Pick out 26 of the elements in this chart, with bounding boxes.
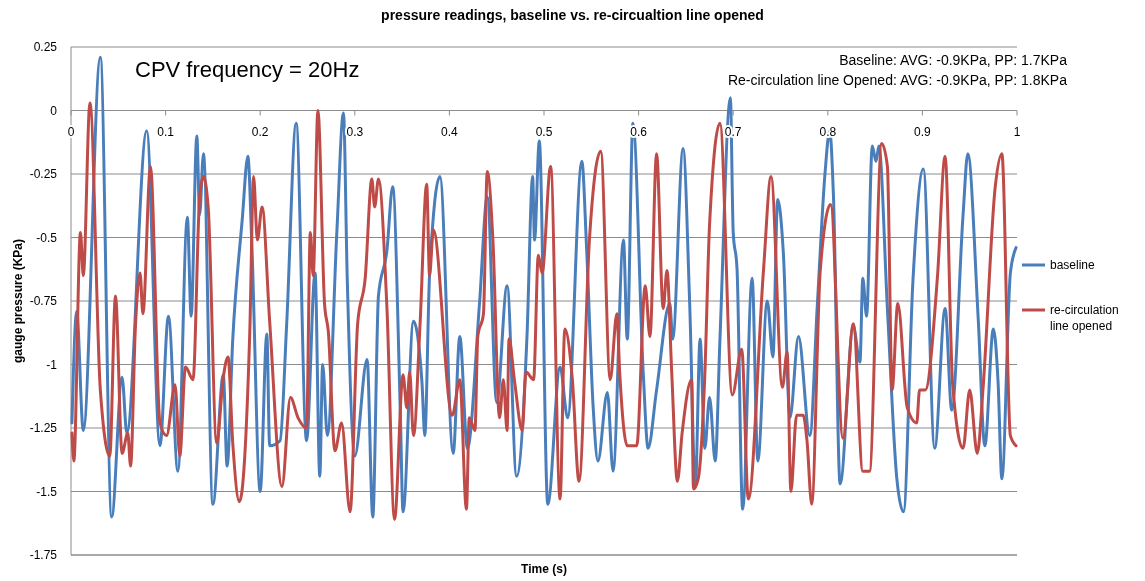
y-tick-label: -1 bbox=[46, 357, 58, 372]
y-tick-label: -0.75 bbox=[29, 294, 58, 308]
x-axis-title: Time (s) bbox=[521, 562, 567, 576]
x-tick-label: 0.1 bbox=[157, 124, 175, 139]
x-tick-label: 0.9 bbox=[914, 124, 932, 139]
legend-label: baseline bbox=[1050, 258, 1096, 272]
x-tick-label: 0.5 bbox=[535, 124, 553, 139]
annotation: Baseline: AVG: -0.9KPa, PP: 1.7KPa bbox=[839, 52, 1068, 68]
y-tick-label: -0.5 bbox=[36, 230, 58, 245]
x-tick-label: 0.2 bbox=[251, 124, 269, 139]
y-axis-title: gauge pressure (KPa) bbox=[11, 238, 25, 364]
y-tick-label: 0 bbox=[50, 103, 58, 118]
chart-title: pressure readings, baseline vs. re-circualtion line opened bbox=[381, 7, 764, 23]
annotation: Re-circulation line Opened: AVG: -0.9KPa, PP: 1.8KPa bbox=[727, 72, 1068, 88]
x-tick-label: 1 bbox=[1013, 124, 1021, 139]
x-tick-label: 0 bbox=[67, 124, 75, 139]
x-tick-label: 0.4 bbox=[441, 124, 459, 139]
y-tick-label: -1.75 bbox=[29, 548, 58, 562]
y-tick-label: -0.25 bbox=[29, 167, 58, 181]
y-tick-label: -1.25 bbox=[29, 421, 58, 435]
x-tick-label: 0.3 bbox=[346, 124, 364, 139]
x-tick-label: 0.8 bbox=[819, 124, 837, 139]
y-tick-label: -1.5 bbox=[36, 484, 58, 499]
annotation: CPV frequency = 20Hz bbox=[135, 57, 360, 82]
legend-label: re-circulation line opened bbox=[1050, 303, 1119, 333]
y-tick-label: 0.25 bbox=[33, 40, 58, 54]
